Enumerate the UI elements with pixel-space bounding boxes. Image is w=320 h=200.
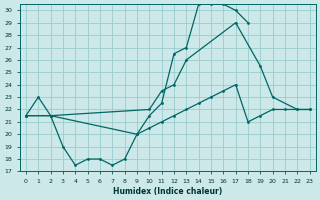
X-axis label: Humidex (Indice chaleur): Humidex (Indice chaleur) (113, 187, 222, 196)
